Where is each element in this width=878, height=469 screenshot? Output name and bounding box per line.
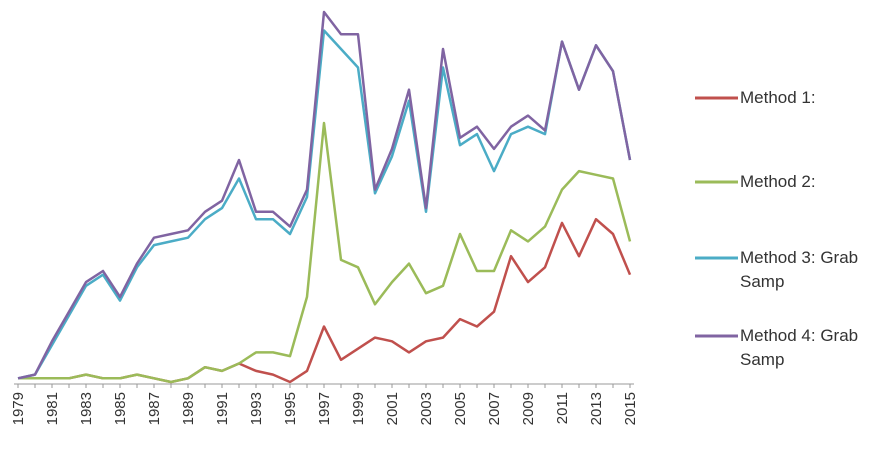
x-tick-label: 1979 (10, 392, 27, 425)
x-tick-label: 2013 (588, 392, 605, 425)
x-tick-label: 1999 (350, 392, 367, 425)
legend-label: Method 3: Grab Samp (740, 248, 859, 291)
legend-label: Method 1: (740, 88, 816, 107)
x-tick-label: 1997 (316, 392, 333, 425)
x-tick-label: 1983 (78, 392, 95, 425)
x-tick-label: 2005 (452, 392, 469, 425)
x-tick-label: 1989 (180, 392, 197, 425)
x-tick-label: 2015 (622, 392, 639, 425)
x-tick-label: 2009 (520, 392, 537, 425)
series-line (18, 121, 632, 384)
legend-label: Method 2: (740, 172, 816, 191)
x-tick-label: 1985 (112, 392, 129, 425)
legend-label: Method 4: Grab Samp (740, 326, 859, 369)
x-tick-label: 1987 (146, 392, 163, 425)
series-line (18, 217, 632, 384)
x-tick-label: 2001 (384, 392, 401, 425)
x-tick-label: 1981 (44, 392, 61, 425)
x-tick-label: 2011 (554, 392, 571, 424)
x-tick-label: 1993 (248, 392, 265, 425)
x-tick-label: 1991 (214, 392, 231, 425)
x-tick-label: 2003 (418, 392, 435, 425)
x-tick-label: 1995 (282, 392, 299, 425)
series-line (17, 29, 632, 380)
series-line (17, 10, 632, 380)
x-tick-label: 2007 (486, 392, 503, 425)
